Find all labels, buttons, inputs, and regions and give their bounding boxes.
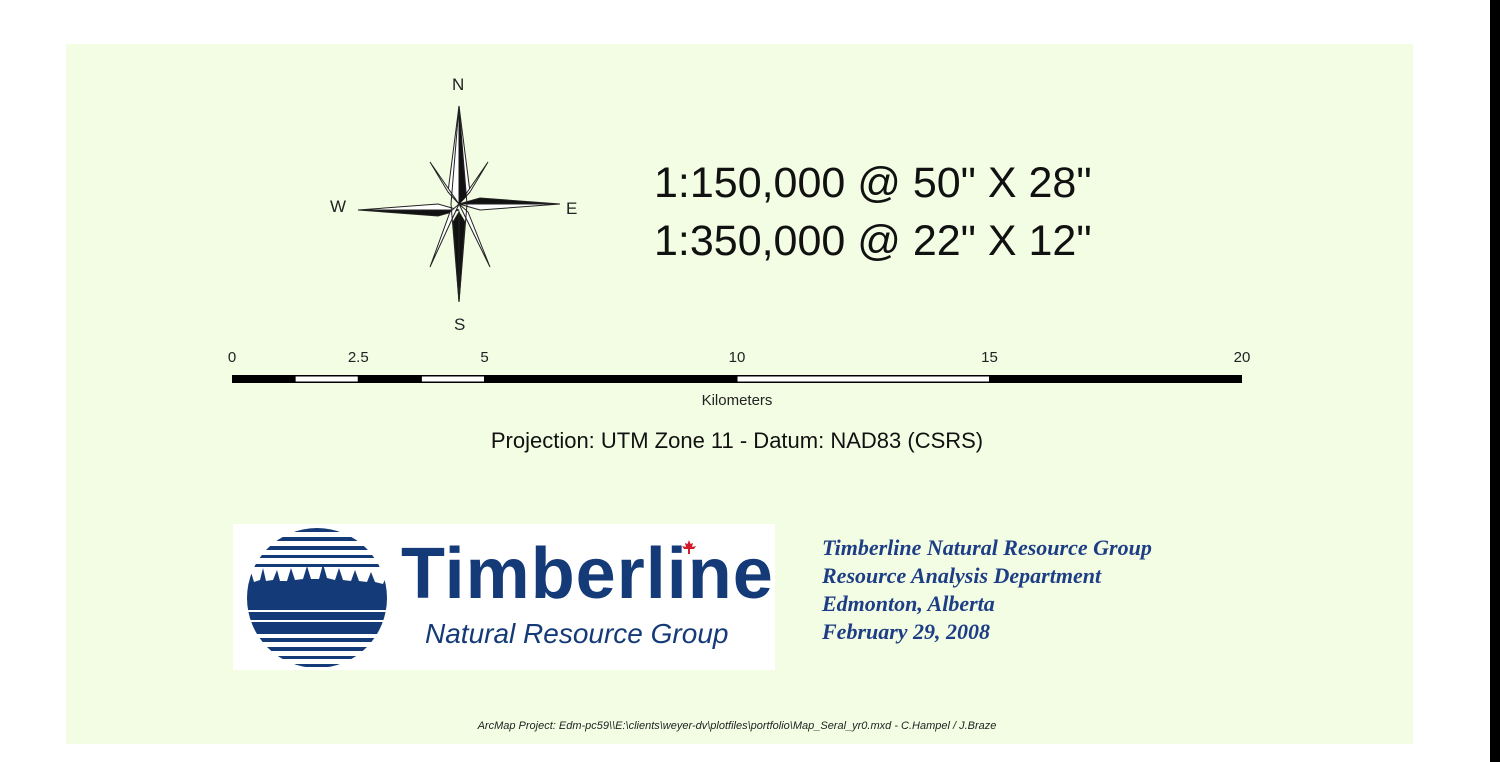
maple-leaf-icon	[682, 540, 696, 554]
org-department: Resource Analysis Department	[822, 563, 1102, 588]
project-path-footer: ArcMap Project: Edm-pc59\\E:\clients\wey…	[477, 720, 997, 732]
north-label: N	[452, 75, 465, 94]
timberline-logo: Timberline Natural Resource Group	[233, 524, 775, 670]
scale-line-1: 1:150,000 @ 50" X 28"	[654, 159, 1092, 207]
logo-subtitle: Natural Resource Group	[425, 618, 729, 649]
organization-info: Timberline Natural Resource Group Resour…	[822, 534, 1152, 646]
org-name: Timberline Natural Resource Group	[822, 535, 1152, 560]
scale-unit-label: Kilometers	[701, 392, 773, 409]
east-label: E	[566, 199, 578, 218]
north-arrow: N S E W	[320, 72, 600, 342]
forest-globe-icon	[233, 528, 401, 667]
south-label: S	[454, 315, 466, 334]
scale-line-2: 1:350,000 @ 22" X 12"	[654, 217, 1092, 265]
org-date: February 29, 2008	[822, 619, 991, 644]
projection-info: Projection: UTM Zone 11 - Datum: NAD83 (…	[490, 428, 984, 453]
west-label: W	[330, 197, 347, 216]
logo-title: Timberline	[401, 534, 774, 614]
org-location: Edmonton, Alberta	[822, 591, 995, 616]
map-frame-border	[1490, 0, 1500, 762]
compass-rose-icon	[357, 105, 561, 303]
map-scale-text: 1:150,000 @ 50" X 28" 1:350,000 @ 22" X …	[654, 162, 1092, 278]
